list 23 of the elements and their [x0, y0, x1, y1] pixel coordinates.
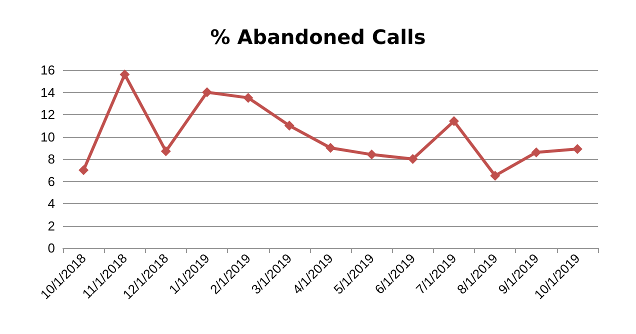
y-tick-label: 16: [40, 62, 55, 78]
point: [160, 146, 171, 156]
y-tick-label: 4: [48, 196, 55, 211]
point: [120, 69, 130, 80]
y-tick-label: 10: [40, 129, 55, 144]
point: [366, 150, 377, 160]
point: [490, 170, 500, 181]
chart-title: % Abandoned Calls: [210, 25, 426, 49]
y-tick-label: 12: [40, 107, 55, 122]
y-tick-label: 0: [48, 240, 55, 256]
point: [572, 144, 582, 154]
point: [531, 147, 542, 158]
y-tick-label: 14: [40, 84, 55, 100]
point: [243, 92, 254, 103]
point: [78, 165, 89, 176]
point: [408, 154, 418, 164]
point: [448, 116, 459, 126]
point: [202, 87, 212, 98]
y-tick-label: 8: [48, 152, 55, 166]
y-tick-label: 2: [48, 218, 55, 234]
point: [284, 120, 294, 131]
point: [326, 142, 336, 153]
y-tick-label: 6: [48, 174, 55, 189]
